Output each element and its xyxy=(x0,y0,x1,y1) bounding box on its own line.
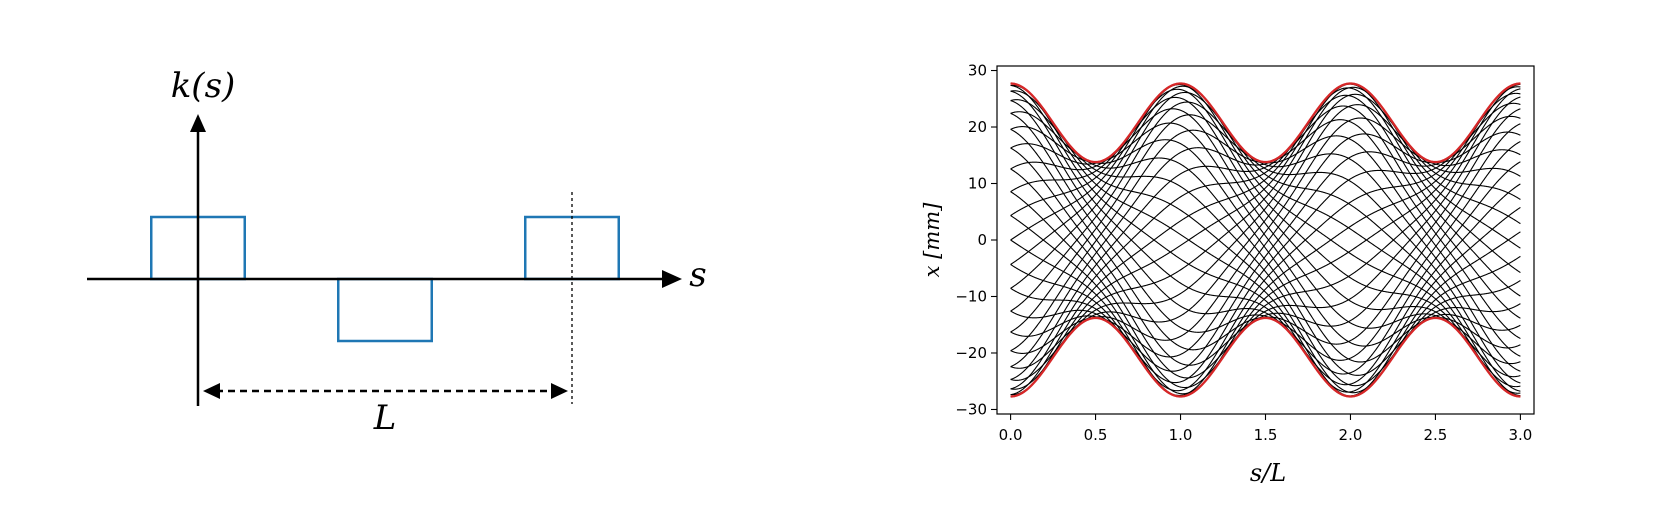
s-axis-label: s xyxy=(689,255,706,295)
trajectory-line xyxy=(1010,93,1521,390)
k-axis-arrowhead xyxy=(190,114,206,132)
x-tick-label: 0.0 xyxy=(999,426,1023,444)
y-tick-label: −10 xyxy=(955,287,987,305)
x-tick-label: 2.5 xyxy=(1424,426,1448,444)
envelope-lines xyxy=(1010,82,1521,398)
trajectory-line xyxy=(1010,117,1521,369)
y-tick-label: 30 xyxy=(968,62,987,80)
trajectory-line xyxy=(1010,84,1521,397)
envelope-lower xyxy=(1010,316,1521,398)
x-tick-label: 1.0 xyxy=(1169,426,1193,444)
trajectory-line xyxy=(1010,96,1521,389)
y-tick-label: −20 xyxy=(955,344,987,362)
trajectory-line xyxy=(1010,84,1521,397)
trajectory-line xyxy=(1010,90,1521,393)
trajectory-line xyxy=(1010,85,1521,392)
y-tick-label: −30 xyxy=(955,400,987,418)
x-ticks: 0.0 0.5 1.0 1.5 2.0 2.5 3.0 xyxy=(999,414,1532,444)
x-tick-label: 1.5 xyxy=(1254,426,1278,444)
x-tick-label: 2.0 xyxy=(1339,426,1363,444)
y-tick-label: 0 xyxy=(977,231,987,249)
trajectory-line xyxy=(1010,84,1521,394)
period-arrowhead-left xyxy=(203,383,220,399)
trajectory-line xyxy=(1010,90,1521,387)
trajectory-line xyxy=(1010,94,1521,380)
trajectory-line xyxy=(1010,83,1521,397)
envelope-upper xyxy=(1010,82,1521,164)
trajectory-line xyxy=(1010,108,1521,378)
y-tick-label: 20 xyxy=(968,118,987,136)
trajectory-line xyxy=(1010,102,1521,372)
y-tick-label: 10 xyxy=(968,175,987,193)
s-axis-arrowhead xyxy=(662,270,682,288)
trajectory-plot: 0.0 0.5 1.0 1.5 2.0 2.5 3.0 −30 −20 −10 0 10 20 30 s… xyxy=(920,62,1535,487)
trajectory-line xyxy=(1010,105,1521,368)
period-arrowhead-right xyxy=(551,383,568,399)
trajectory-line xyxy=(1010,101,1521,372)
magnet-block-2 xyxy=(337,277,433,343)
lattice-diagram: k(s) s L xyxy=(87,66,707,438)
trajectory-line xyxy=(1010,112,1521,375)
x-axis-label: s/L xyxy=(1250,459,1286,487)
y-axis-label: x [mm] xyxy=(920,202,944,278)
trajectory-line xyxy=(1010,108,1521,379)
trajectory-line xyxy=(1010,83,1521,396)
trajectory-line xyxy=(1010,100,1521,386)
period-label: L xyxy=(373,398,397,438)
x-tick-label: 0.5 xyxy=(1084,426,1108,444)
trajectory-line xyxy=(1010,91,1521,384)
trajectory-line xyxy=(1010,82,1521,397)
trajectory-line xyxy=(1010,99,1521,376)
trajectory-line xyxy=(1010,96,1521,388)
trajectory-lines xyxy=(1010,82,1521,398)
trajectory-line xyxy=(1010,83,1521,396)
trajectory-line xyxy=(1010,87,1521,390)
trajectory-line xyxy=(1010,104,1521,381)
k-axis-label: k(s) xyxy=(171,66,236,106)
trajectory-line xyxy=(1010,83,1521,397)
trajectory-line xyxy=(1010,83,1521,398)
trajectory-line xyxy=(1010,88,1521,395)
y-ticks: −30 −20 −10 0 10 20 30 xyxy=(955,62,997,418)
trajectory-line xyxy=(1010,86,1521,392)
trajectory-line xyxy=(1010,86,1521,396)
x-tick-label: 3.0 xyxy=(1508,426,1532,444)
trajectory-line xyxy=(1010,88,1521,394)
trajectory-line xyxy=(1010,92,1521,384)
trajectory-line xyxy=(1010,111,1521,363)
